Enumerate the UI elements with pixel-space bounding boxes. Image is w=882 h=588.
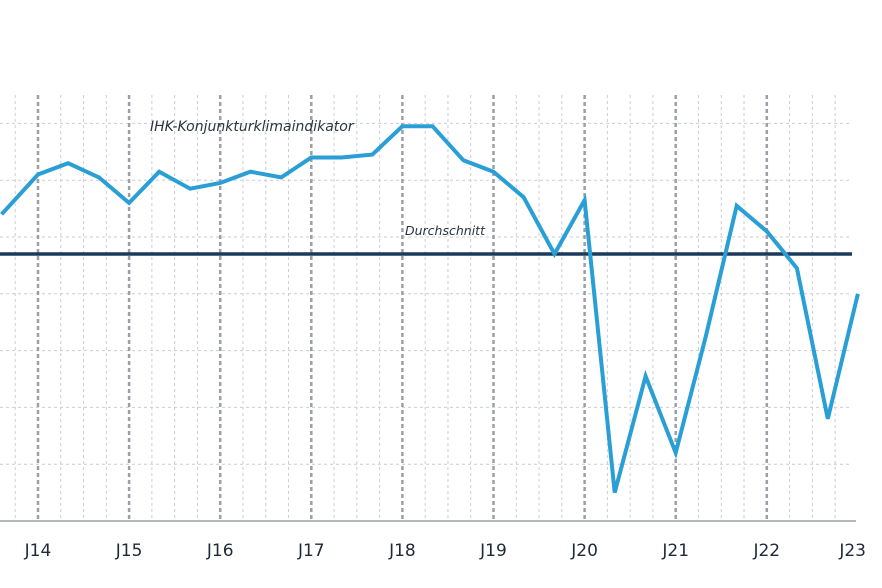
average-label: Durchschnitt [405, 223, 486, 238]
series-points [1, 126, 859, 493]
x-tick-label: J14 [24, 541, 52, 561]
minor-gridlines [0, 95, 852, 521]
x-tick-label: J16 [206, 541, 234, 561]
x-tick-label: J22 [752, 541, 780, 561]
series-label: IHK-Konjunkturklimaindikator [150, 119, 355, 135]
x-tick-labels: J14 J15 J16 J17 J18 J19 J20 J21 J22 J23 [24, 541, 866, 561]
x-tick-label: J18 [388, 541, 416, 561]
x-tick-label: J17 [297, 541, 325, 561]
series-layer [0, 124, 860, 494]
x-tick-label: J21 [661, 541, 689, 561]
major-gridlines [36, 95, 769, 521]
x-tick-label: J15 [115, 541, 143, 561]
x-tick-label: J20 [570, 541, 598, 561]
x-tick-label: J23 [838, 541, 866, 561]
x-tick-label: J19 [479, 541, 507, 561]
